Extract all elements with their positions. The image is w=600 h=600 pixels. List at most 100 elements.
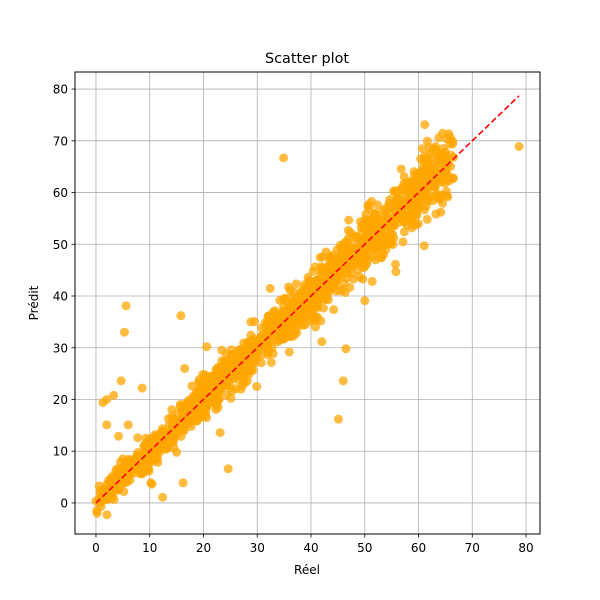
scatter-point <box>260 334 270 344</box>
scatter-point <box>417 178 427 188</box>
scatter-point <box>360 215 370 225</box>
scatter-point <box>448 174 458 184</box>
scatter-point <box>109 390 119 400</box>
scatter-point <box>419 205 429 215</box>
scatter-point <box>362 259 372 269</box>
y-tick-label: 60 <box>53 186 68 200</box>
scatter-point <box>431 209 441 219</box>
scatter-point <box>106 478 116 488</box>
scatter-point <box>243 363 253 373</box>
scatter-point <box>398 237 408 247</box>
scatter-point <box>202 342 212 352</box>
chart-title: Scatter plot <box>265 51 349 67</box>
scatter-point <box>123 420 133 430</box>
scatter-point <box>167 426 177 436</box>
scatter-point <box>367 276 377 286</box>
scatter-point <box>425 160 435 170</box>
scatter-point <box>416 154 426 164</box>
scatter-point <box>316 269 326 279</box>
scatter-point <box>412 200 422 210</box>
scatter-point <box>270 306 280 316</box>
scatter-point <box>119 327 129 337</box>
scatter-point <box>102 420 112 430</box>
scatter-point <box>297 286 307 296</box>
scatter-point <box>346 228 356 238</box>
scatter-point <box>318 283 328 293</box>
scatter-point <box>284 347 294 357</box>
scatter-point <box>429 182 439 192</box>
scatter-point <box>291 279 301 289</box>
scatter-point <box>317 337 327 347</box>
scatter-point <box>514 142 524 151</box>
y-tick-label: 0 <box>60 496 68 510</box>
scatter-point <box>310 262 320 272</box>
scatter-point <box>384 199 394 209</box>
scatter-point <box>212 388 222 398</box>
scatter-point <box>176 311 186 321</box>
scatter-point <box>303 302 313 312</box>
scatter-point <box>295 294 305 304</box>
scatter-point <box>92 508 102 518</box>
plot-frame <box>74 71 541 535</box>
scatter-point <box>158 492 168 502</box>
scatter-point <box>268 349 278 359</box>
scatter-point <box>143 453 153 463</box>
scatter-point <box>121 301 131 311</box>
scatter-point <box>315 252 325 262</box>
scatter-point <box>288 298 298 308</box>
scatter-point <box>178 478 188 488</box>
scatter-point <box>257 323 267 333</box>
scatter-point <box>402 178 412 188</box>
scatter-point <box>445 133 455 143</box>
scatter-point <box>137 383 147 393</box>
scatter-point <box>162 443 172 453</box>
y-tick-label: 80 <box>53 83 68 97</box>
scatter-point <box>371 233 381 243</box>
scatter-point <box>266 357 276 367</box>
scatter-point <box>172 447 182 457</box>
scatter-point <box>177 424 187 434</box>
scatter-point <box>449 152 459 162</box>
scatter-point <box>390 259 400 269</box>
scatter-point <box>102 510 112 520</box>
scatter-point <box>341 344 351 354</box>
scatter-point <box>276 317 286 327</box>
scatter-point <box>226 393 236 403</box>
scatter-point <box>337 243 347 253</box>
scatter-point <box>420 120 430 130</box>
scatter-point <box>311 297 321 307</box>
x-tick-label: 70 <box>465 541 480 555</box>
y-tick-label: 50 <box>53 238 68 252</box>
scatter-point <box>244 353 254 363</box>
x-tick-label: 10 <box>142 541 157 555</box>
scatter-point <box>422 136 432 146</box>
scatter-point <box>182 402 192 412</box>
scatter-point <box>285 285 295 295</box>
scatter-point <box>307 310 317 320</box>
scatter-point <box>279 153 289 163</box>
scatter-point <box>396 164 406 174</box>
scatter-point <box>122 477 132 487</box>
scatter-point <box>434 133 444 143</box>
scatter-point <box>329 266 339 276</box>
scatter-point <box>430 144 440 154</box>
scatter-point <box>381 233 391 243</box>
reference-line-group <box>95 95 520 504</box>
scatter-point <box>279 308 289 318</box>
scatter-point <box>279 294 289 304</box>
x-tick-label: 50 <box>357 541 372 555</box>
scatter-point <box>115 457 125 467</box>
scatter-point <box>102 394 112 404</box>
x-tick-label: 40 <box>303 541 318 555</box>
x-tick-label: 20 <box>196 541 211 555</box>
data-points <box>91 120 524 520</box>
scatter-point <box>399 227 409 237</box>
scatter-point <box>363 201 373 211</box>
scatter-point <box>339 279 349 289</box>
scatter-point <box>250 317 260 327</box>
scatter-point <box>436 190 446 200</box>
scatter-point <box>348 261 358 271</box>
scatter-point <box>167 405 177 415</box>
scatter-point <box>358 274 368 284</box>
scatter-point <box>318 303 328 313</box>
